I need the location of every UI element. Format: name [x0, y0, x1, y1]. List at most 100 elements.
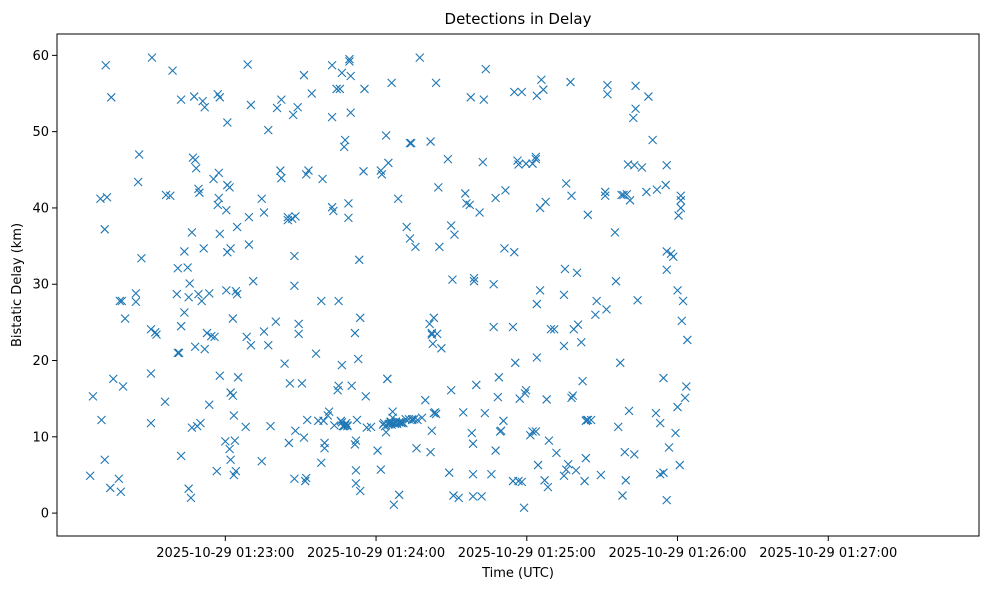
data-point: [652, 185, 662, 195]
data-point: [320, 443, 329, 453]
data-point: [355, 313, 365, 323]
data-point: [582, 415, 592, 425]
data-point: [226, 243, 235, 253]
data-point: [350, 328, 360, 338]
data-point: [494, 372, 504, 382]
data-point: [345, 57, 354, 66]
data-point: [429, 313, 439, 323]
data-point: [393, 194, 403, 204]
data-point: [233, 372, 243, 382]
data-point: [105, 483, 115, 493]
data-point: [662, 247, 672, 256]
data-point: [664, 443, 674, 452]
data-point: [648, 135, 658, 145]
data-point: [88, 391, 98, 401]
data-point: [509, 247, 519, 257]
data-point: [204, 400, 214, 410]
data-point: [532, 353, 542, 362]
data-point: [263, 125, 273, 135]
data-point: [106, 92, 116, 102]
data-point: [229, 411, 239, 420]
data-point: [581, 453, 591, 463]
data-point: [200, 102, 210, 112]
data-point: [316, 296, 326, 306]
data-point: [266, 421, 275, 431]
data-point: [228, 391, 238, 401]
data-point: [541, 197, 551, 207]
data-point: [411, 242, 420, 252]
data-point: [567, 191, 576, 201]
data-point: [311, 349, 321, 359]
data-point: [232, 289, 242, 299]
y-axis-label: Bistatic Delay (km): [10, 223, 25, 347]
data-point: [467, 428, 477, 438]
data-point: [668, 252, 678, 262]
data-point: [468, 469, 478, 479]
data-point: [228, 314, 238, 323]
data-point: [641, 187, 651, 197]
data-point: [294, 329, 304, 339]
data-point: [332, 84, 342, 94]
data-point: [186, 493, 196, 503]
data-point: [413, 415, 422, 425]
data-point: [190, 155, 200, 165]
data-point: [561, 465, 571, 475]
data-point: [183, 263, 193, 272]
data-point: [673, 402, 682, 412]
data-point: [232, 222, 242, 232]
data-point: [561, 179, 571, 188]
data-point: [680, 393, 690, 403]
data-point: [152, 330, 161, 339]
data-point: [351, 436, 361, 446]
data-point: [567, 393, 576, 403]
data-point: [538, 85, 548, 95]
data-point: [542, 395, 552, 404]
data-point: [466, 92, 476, 102]
data-point: [243, 60, 253, 69]
data-point: [444, 468, 454, 478]
data-point: [259, 208, 269, 217]
data-point: [426, 447, 435, 457]
data-point: [673, 285, 682, 295]
data-point: [517, 477, 527, 487]
data-point: [631, 104, 640, 114]
data-point: [528, 159, 537, 169]
data-point: [359, 166, 368, 176]
data-point: [221, 205, 231, 215]
data-point: [560, 264, 570, 274]
data-point: [176, 451, 186, 461]
data-point: [676, 203, 686, 213]
data-point: [334, 381, 344, 391]
data-point: [622, 189, 632, 199]
data-point: [179, 247, 189, 256]
data-point: [97, 415, 106, 425]
data-point: [176, 321, 186, 331]
data-point: [351, 466, 361, 475]
data-point: [521, 385, 531, 395]
data-point: [231, 286, 241, 296]
data-point: [214, 168, 224, 178]
data-point: [489, 279, 499, 289]
data-point: [446, 385, 456, 395]
data-point: [406, 138, 416, 148]
data-point: [194, 289, 203, 299]
data-point: [405, 138, 415, 148]
data-point: [190, 342, 200, 352]
data-point: [559, 471, 569, 481]
plot-frame: [56, 33, 980, 537]
data-series: [85, 53, 692, 513]
data-point: [187, 423, 197, 433]
data-point: [199, 243, 209, 253]
data-point: [563, 459, 573, 469]
data-point: [285, 379, 295, 388]
data-point: [427, 426, 437, 436]
data-point: [242, 332, 252, 342]
data-point: [215, 371, 225, 381]
data-point: [290, 281, 299, 291]
data-point: [475, 208, 484, 217]
data-point: [241, 422, 251, 432]
data-point: [214, 193, 224, 203]
data-point: [206, 331, 216, 341]
data-point: [549, 324, 559, 334]
